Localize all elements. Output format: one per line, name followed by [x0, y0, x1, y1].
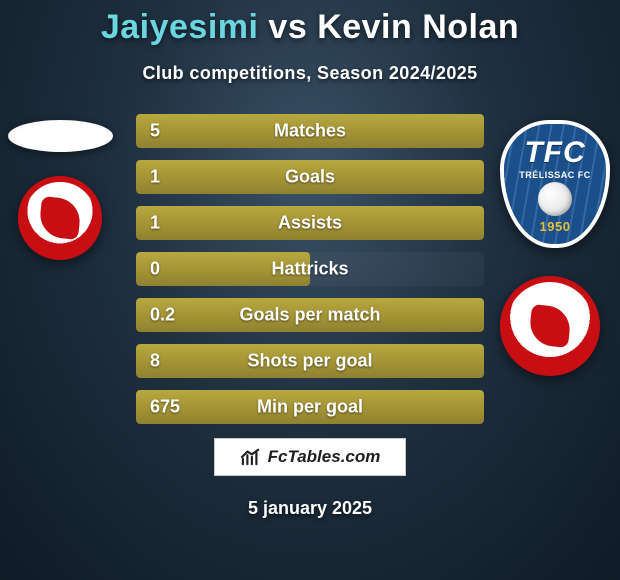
stat-row: 1 Goals [136, 160, 484, 194]
club-crest-right [500, 276, 600, 376]
stat-label: Goals per match [136, 305, 484, 326]
stat-row: 0 Hattricks [136, 252, 484, 286]
header: Jaiyesimi vs Kevin Nolan Club competitio… [0, 0, 620, 84]
page-title: Jaiyesimi vs Kevin Nolan [0, 8, 620, 47]
stat-label: Assists [136, 213, 484, 234]
tfc-abbr: TFC [504, 136, 606, 170]
stat-row: 675 Min per goal [136, 390, 484, 424]
club-crest-left [18, 176, 102, 260]
vs-label: vs [268, 8, 307, 46]
player1-name: Jaiyesimi [101, 8, 259, 46]
club-crest-tfc: TFC TRÉLISSAC FC 1950 [500, 120, 610, 248]
stat-row: 5 Matches [136, 114, 484, 148]
site-name: FcTables.com [268, 447, 381, 467]
stat-row: 0.2 Goals per match [136, 298, 484, 332]
player2-name: Kevin Nolan [317, 8, 519, 46]
stat-row: 8 Shots per goal [136, 344, 484, 378]
subtitle: Club competitions, Season 2024/2025 [0, 63, 620, 84]
tfc-year: 1950 [504, 219, 606, 234]
stat-label: Matches [136, 121, 484, 142]
stat-row: 1 Assists [136, 206, 484, 240]
stat-label: Hattricks [136, 259, 484, 280]
stat-label: Min per goal [136, 397, 484, 418]
stat-label: Goals [136, 167, 484, 188]
stat-label: Shots per goal [136, 351, 484, 372]
site-badge[interactable]: FcTables.com [214, 438, 406, 476]
stats-list: 5 Matches 1 Goals 1 Assists 0 Hattricks … [136, 114, 484, 424]
chart-icon [240, 448, 262, 466]
player1-avatar-placeholder [8, 120, 113, 152]
date-label: 5 january 2025 [0, 498, 620, 519]
tfc-name: TRÉLISSAC FC [504, 170, 606, 180]
ball-icon [538, 182, 572, 216]
